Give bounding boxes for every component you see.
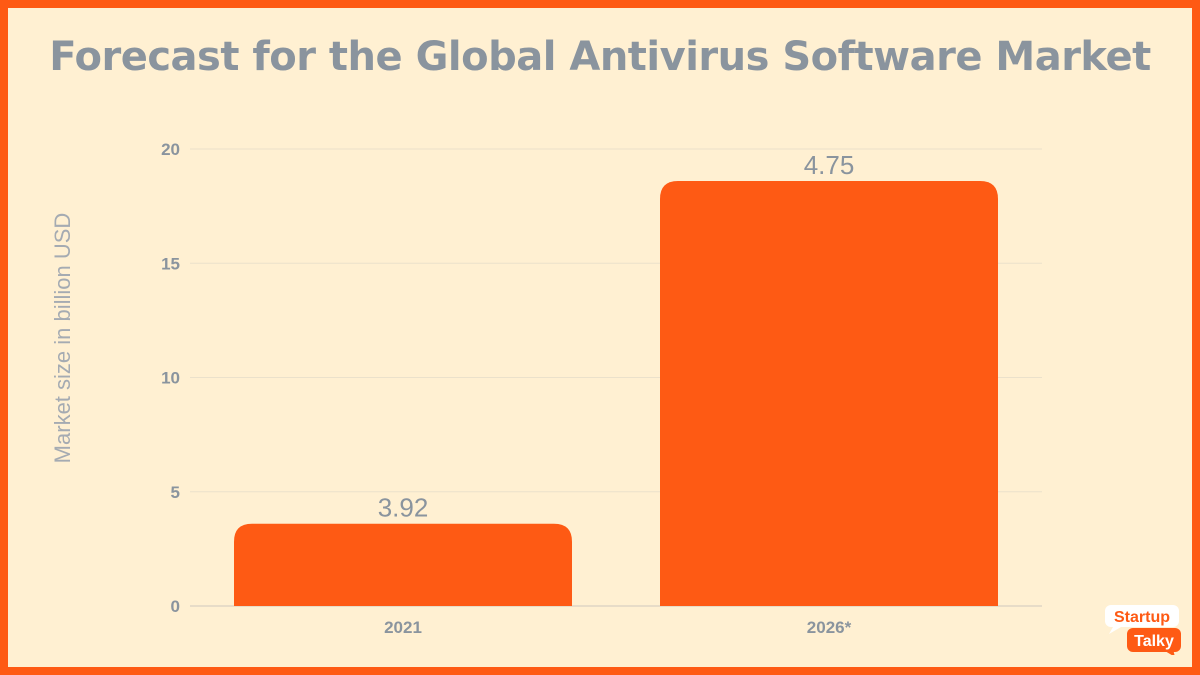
- svg-text:Talky: Talky: [1134, 633, 1174, 650]
- x-tick-label: 2021: [384, 618, 422, 637]
- y-tick-label: 15: [161, 254, 180, 273]
- svg-text:Startup: Startup: [1114, 609, 1170, 626]
- x-tick-label: 2026*: [807, 618, 852, 637]
- data-label: 4.75: [804, 150, 855, 180]
- y-tick-label: 10: [161, 369, 180, 388]
- y-tick-label: 0: [171, 597, 180, 616]
- data-label: 3.92: [378, 493, 429, 523]
- chart-title: Forecast for the Global Antivirus Softwa…: [49, 34, 1151, 80]
- y-tick-label: 5: [171, 483, 180, 502]
- bar: [660, 180, 998, 607]
- startup-talky-logo: Startup Talky: [1105, 605, 1181, 655]
- bar: [234, 523, 572, 606]
- y-tick-label: 20: [161, 140, 180, 159]
